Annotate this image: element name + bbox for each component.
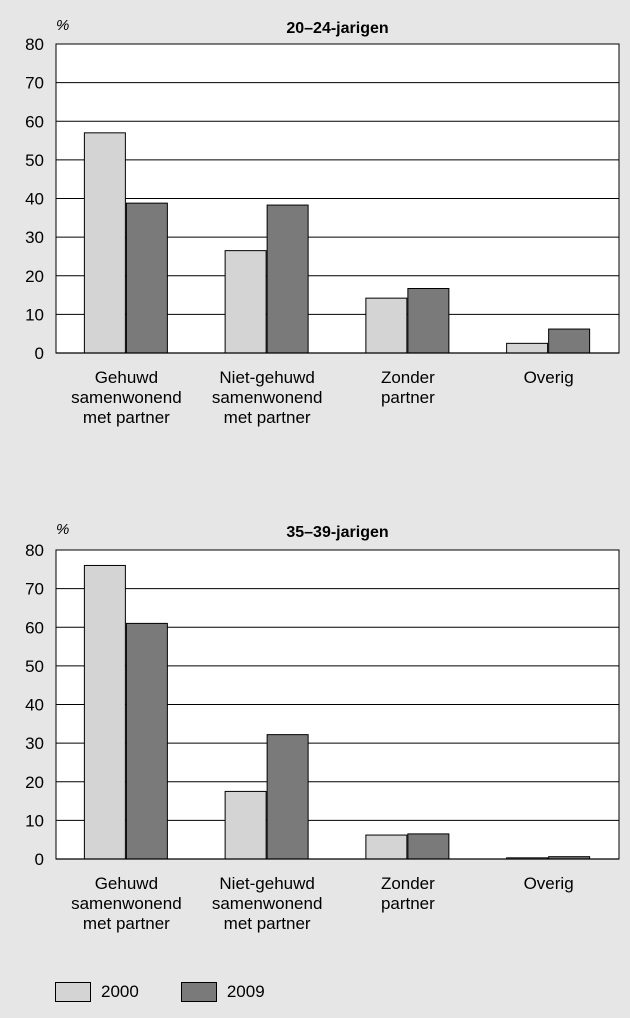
chart2-y-tick-label-30: 30 bbox=[25, 734, 44, 753]
chart2-y-axis-unit: % bbox=[56, 521, 69, 538]
chart1-x-tick-label-4-line-1: Overig bbox=[524, 368, 574, 387]
chart2-bar-2009-1 bbox=[125, 622, 168, 860]
chart2-x-tick-label-1-line-2: samenwonend bbox=[71, 894, 182, 913]
chart1-bar-2009-4 bbox=[548, 328, 591, 354]
chart2-x-tick-label-4-line-1: Overig bbox=[524, 874, 574, 893]
chart2-bar-2009-2 bbox=[266, 734, 309, 860]
chart1-x-tick-label-1-line-3: met partner bbox=[83, 408, 170, 427]
chart1-x-tick-label-1-line-2: samenwonend bbox=[71, 388, 182, 407]
chart1-title: 20–24-jarigen bbox=[286, 20, 388, 37]
chart1-bar-2009-1 bbox=[125, 202, 168, 354]
chart2-bar-2009-3 bbox=[407, 833, 450, 860]
chart2-bar-2000-2 bbox=[224, 790, 267, 860]
chart1-bar-2009-3 bbox=[407, 287, 450, 354]
chart1-y-tick-label-70: 70 bbox=[25, 74, 44, 93]
chart2-y-tick-label-80: 80 bbox=[25, 541, 44, 560]
chart2-y-tick-label-70: 70 bbox=[25, 580, 44, 599]
chart2-x-tick-label-2-line-2: samenwonend bbox=[212, 894, 323, 913]
chart1-x-tick-label-2-line-2: samenwonend bbox=[212, 388, 323, 407]
chart2-x-tick-label-3-line-2: partner bbox=[381, 894, 435, 913]
chart1-y-tick-label-50: 50 bbox=[25, 151, 44, 170]
chart2-y-tick-label-10: 10 bbox=[25, 811, 44, 830]
legend: 2000 2009 bbox=[55, 979, 307, 1005]
chart1-bar-2000-2 bbox=[224, 250, 267, 354]
chart1-y-tick-label-40: 40 bbox=[25, 190, 44, 209]
legend-item-2009: 2009 bbox=[180, 982, 265, 1002]
chart1-y-tick-label-0: 0 bbox=[35, 344, 44, 363]
chart1-y-tick-label-80: 80 bbox=[25, 35, 44, 54]
chart2-x-tick-label-3-line-1: Zonder bbox=[381, 874, 435, 893]
chart2-y-tick-label-60: 60 bbox=[25, 618, 44, 637]
chart1-bar-2009-2 bbox=[266, 204, 309, 354]
chart2-y-tick-label-50: 50 bbox=[25, 657, 44, 676]
chart2-x-tick-label-2-line-1: Niet-gehuwd bbox=[219, 874, 314, 893]
chart1-x-tick-label-2-line-3: met partner bbox=[224, 408, 311, 427]
chart2-y-tick-label-40: 40 bbox=[25, 696, 44, 715]
legend-item-2000: 2000 bbox=[55, 982, 139, 1002]
chart1-bar-2000-4 bbox=[506, 342, 549, 354]
chart2-bar-2000-1 bbox=[83, 564, 126, 860]
legend-label-2000: 2000 bbox=[101, 982, 139, 1001]
chart1-x-tick-label-1-line-1: Gehuwd bbox=[95, 368, 158, 387]
chart2-y-tick-label-20: 20 bbox=[25, 773, 44, 792]
chart1-y-tick-label-20: 20 bbox=[25, 267, 44, 286]
chart1-y-tick-label-10: 10 bbox=[25, 305, 44, 324]
chart2-x-tick-label-1-line-1: Gehuwd bbox=[95, 874, 158, 893]
chart2-x-tick-label-1-line-3: met partner bbox=[83, 914, 170, 933]
legend-swatch-2009 bbox=[180, 982, 217, 1002]
chart2-x-tick-label-2-line-3: met partner bbox=[224, 914, 311, 933]
chart2-title: 35–39-jarigen bbox=[286, 524, 388, 541]
chart1-bar-2000-3 bbox=[365, 297, 408, 354]
chart1-y-axis-unit: % bbox=[56, 17, 69, 34]
chart1-x-tick-label-2-line-1: Niet-gehuwd bbox=[219, 368, 314, 387]
chart1-x-tick-label-3-line-2: partner bbox=[381, 388, 435, 407]
chart1-y-tick-label-30: 30 bbox=[25, 228, 44, 247]
chart1-y-tick-label-60: 60 bbox=[25, 112, 44, 131]
chart2-y-tick-label-0: 0 bbox=[35, 850, 44, 869]
legend-swatch-2000 bbox=[55, 982, 91, 1002]
chart2-bar-2000-3 bbox=[365, 834, 408, 860]
chart1-x-tick-label-3-line-1: Zonder bbox=[381, 368, 435, 387]
chart1-bar-2000-1 bbox=[83, 132, 126, 354]
legend-label-2009: 2009 bbox=[226, 982, 265, 1001]
